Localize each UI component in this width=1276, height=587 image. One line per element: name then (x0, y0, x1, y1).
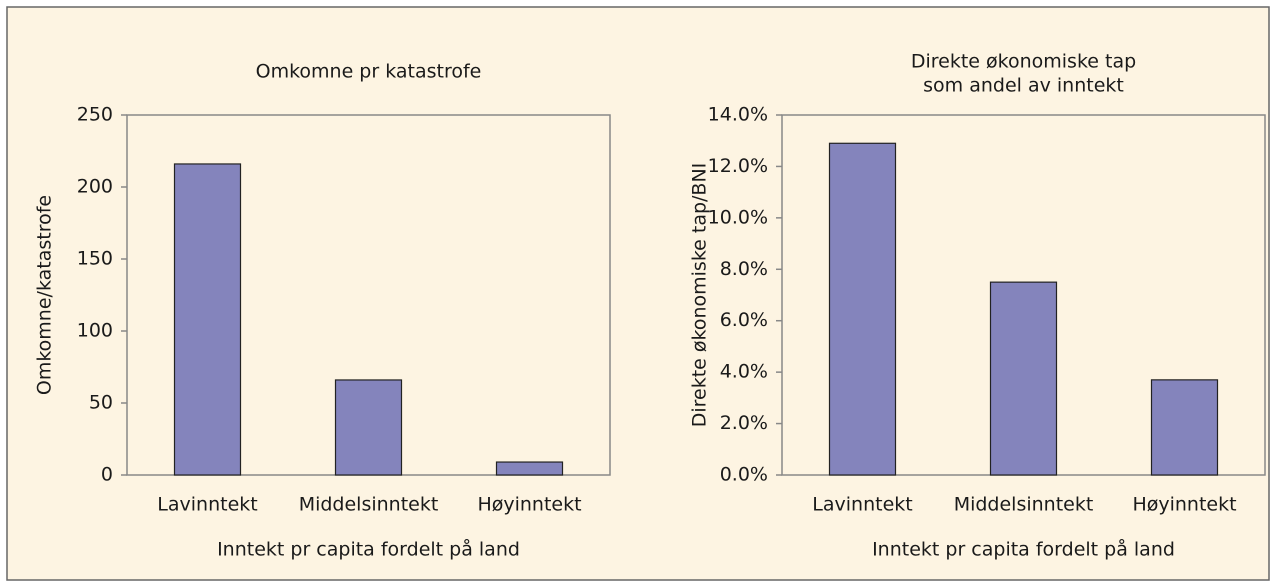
y-tick-label: 12.0% (708, 155, 768, 177)
chart-title: Omkomne pr katastrofe (256, 61, 482, 83)
y-axis-label: Direkte økonomiske tap/BNI (689, 163, 711, 428)
y-tick-label: 200 (77, 176, 113, 198)
y-tick-label: 0 (101, 464, 113, 486)
bar (334, 379, 403, 476)
y-tick-label: 100 (77, 320, 113, 342)
x-tick-label: Lavinntekt (157, 494, 257, 516)
y-tick-label: 6.0% (720, 309, 768, 331)
x-axis-label: Inntekt pr capita fordelt på land (217, 538, 520, 561)
y-tick-label: 250 (77, 104, 113, 126)
x-axis-label: Inntekt pr capita fordelt på land (872, 538, 1175, 561)
bar (989, 281, 1058, 476)
y-tick-label: 4.0% (720, 361, 768, 383)
bar (1150, 379, 1219, 476)
bar (828, 142, 897, 476)
x-tick-label: Middelsinntekt (299, 494, 439, 516)
y-tick-label: 10.0% (708, 206, 768, 228)
y-tick-label: 0.0% (720, 464, 768, 486)
y-tick-label: 150 (77, 248, 113, 270)
x-tick-label: Høyinntekt (477, 494, 581, 516)
x-tick-label: Lavinntekt (812, 494, 912, 516)
chart-title: som andel av inntekt (923, 75, 1124, 97)
x-tick-label: Høyinntekt (1132, 494, 1236, 516)
y-tick-label: 8.0% (720, 258, 768, 280)
y-tick-label: 14.0% (708, 104, 768, 126)
chart-title: Direkte økonomiske tap (911, 51, 1136, 73)
y-axis-label: Omkomne/katastrofe (34, 195, 56, 395)
bar (173, 163, 242, 476)
y-tick-label: 50 (89, 392, 113, 414)
bar (495, 461, 564, 476)
y-tick-label: 2.0% (720, 412, 768, 434)
x-tick-label: Middelsinntekt (954, 494, 1094, 516)
